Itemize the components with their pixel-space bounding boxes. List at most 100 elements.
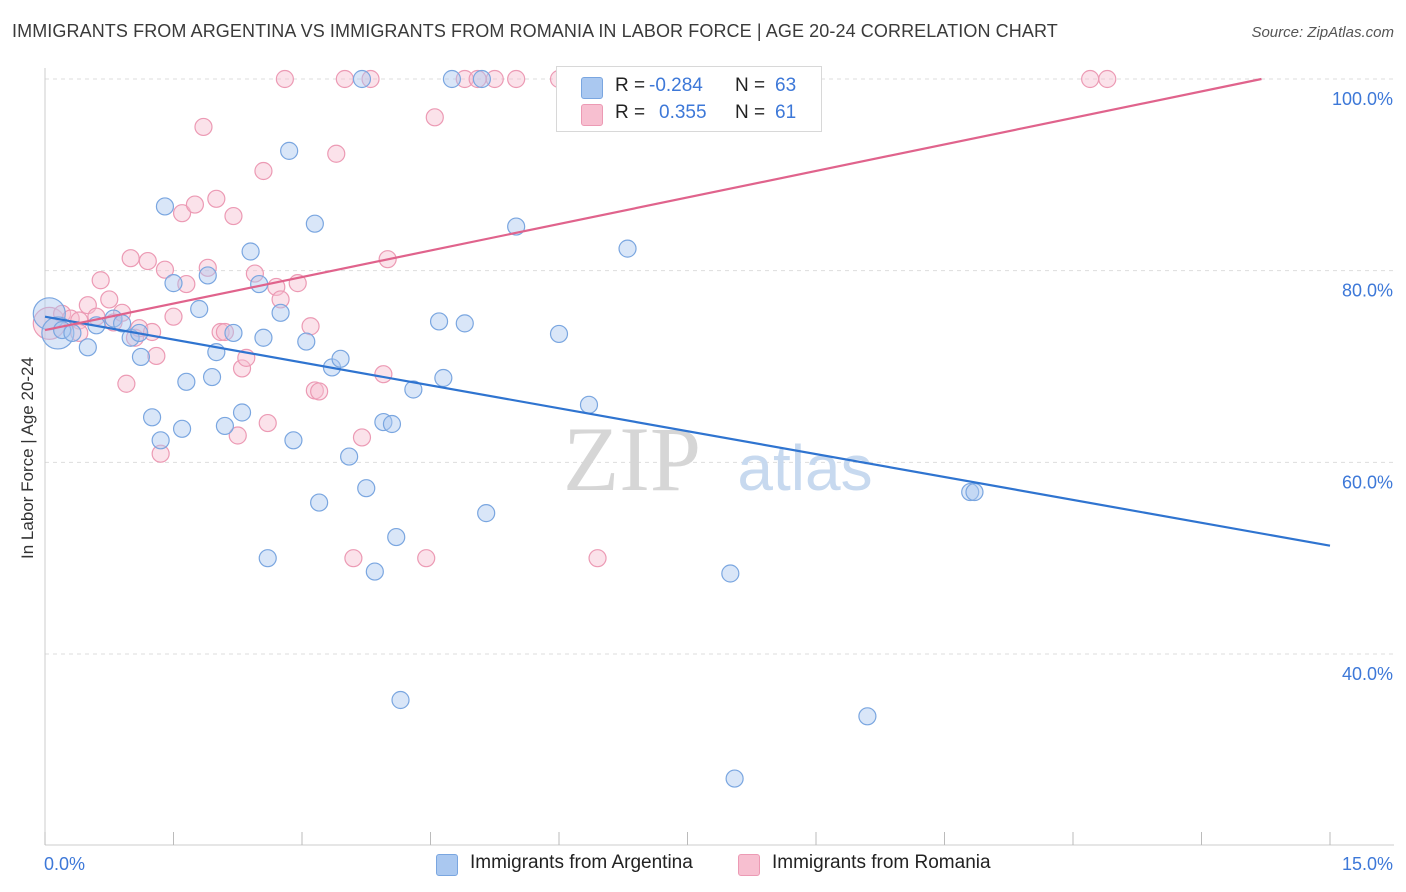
argentina-point-56 [725,769,744,788]
argentina-trend-line [44,315,1331,547]
bottom-argentina-label: Immigrants from Argentina [470,852,693,873]
romania-points [32,69,1117,568]
argentina-point-50 [477,504,496,523]
argentina-point-15 [172,419,192,438]
y-tick-label-60: 60.0% [1342,472,1393,492]
romania-point-16 [151,444,170,463]
bottom-argentina-swatch [436,854,458,876]
romania-point-43 [344,549,363,568]
x-tick-label-max: 15.0% [1342,854,1393,874]
argentina-point-35 [331,349,350,368]
argentina-point-23 [232,403,252,422]
romania-point-40 [310,382,329,401]
romania-point-21 [185,195,205,214]
argentina-point-45 [429,312,449,331]
romania-point-12 [121,249,140,268]
romania-point-38 [301,317,320,336]
argentina-point-17 [190,299,209,319]
romania-point-58 [1098,69,1117,89]
romania-point-44 [352,428,372,447]
argentina-point-16 [177,372,196,391]
source-credit: Source: ZipAtlas.com [1251,24,1394,41]
argentina-point-43 [391,690,410,710]
argentina-point-29 [280,141,299,160]
chart-title: IMMIGRANTS FROM ARGENTINA VS IMMIGRANTS … [12,21,1058,41]
romania-point-17 [155,260,175,279]
argentina-point-24 [241,242,260,261]
romania-point-57 [1081,69,1100,89]
x-tick-label-min: 0.0% [44,854,85,874]
argentina-point-52 [549,324,569,344]
romania-n-label: N = [735,102,766,123]
romania-point-41 [327,144,346,163]
argentina-point-42 [387,527,406,547]
argentina-point-39 [365,562,384,581]
romania-point-0 [32,306,66,340]
argentina-point-11 [142,408,162,427]
argentina-points [32,69,984,788]
romania-point-46 [374,365,393,384]
argentina-point-54 [618,239,637,258]
romania-point-36 [275,69,294,89]
romania-point-42 [335,69,354,89]
axes [44,68,1394,846]
argentina-point-37 [352,69,372,89]
y-tick-label-80: 80.0% [1342,281,1393,301]
argentina-point-38 [357,479,376,498]
argentina-n-value: 63 [775,75,797,96]
romania-point-14 [138,251,157,271]
argentina-point-12 [151,431,170,450]
argentina-r-value: -0.284 [649,75,703,96]
romania-point-29 [232,359,252,378]
romania-point-19 [172,204,192,223]
romania-point-22 [194,117,213,137]
trend-lines [44,77,1331,547]
romania-point-10 [117,374,136,393]
watermark-zip: ZIP [563,408,701,510]
argentina-r-label: R = [615,75,646,96]
argentina-point-33 [310,493,329,512]
romania-point-28 [228,426,247,445]
y-tick-label-40: 40.0% [1342,664,1393,684]
romania-point-32 [254,161,273,181]
bottom-romania-swatch [738,854,760,876]
romania-point-53 [507,69,526,89]
romania-point-20 [177,274,196,294]
romania-point-23 [198,258,217,277]
argentina-point-26 [254,328,273,347]
romania-point-49 [425,108,444,127]
argentina-point-18 [198,266,217,285]
argentina-point-53 [579,395,599,414]
romania-point-55 [588,549,607,568]
argentina-point-3 [63,323,82,343]
romania-swatch [581,104,603,126]
argentina-point-60 [965,482,984,502]
romania-r-label: R = [615,102,646,123]
romania-point-52 [485,69,504,89]
argentina-point-13 [155,197,175,216]
argentina-point-31 [297,332,316,351]
romania-r-value: 0.355 [659,102,707,123]
romania-point-31 [245,264,264,283]
argentina-point-28 [271,303,290,322]
argentina-point-59 [961,482,980,502]
argentina-point-32 [305,214,324,233]
romania-point-7 [100,290,119,309]
argentina-swatch [581,77,603,99]
romania-point-35 [271,290,290,309]
romania-n-value: 61 [775,102,797,123]
romania-point-15 [147,346,166,366]
romania-point-18 [164,307,183,326]
argentina-point-22 [224,323,243,343]
argentina-point-21 [215,416,234,436]
tick-labels: 40.0% 60.0% 80.0% 100.0% 0.0% 15.0% [44,89,1393,874]
argentina-point-30 [284,431,303,450]
argentina-point-49 [472,69,491,89]
romania-point-24 [207,189,226,208]
romania-point-27 [224,206,243,226]
romania-trend-line [44,77,1262,332]
argentina-point-14 [164,274,183,293]
argentina-point-44 [404,380,423,399]
argentina-point-27 [258,549,277,568]
